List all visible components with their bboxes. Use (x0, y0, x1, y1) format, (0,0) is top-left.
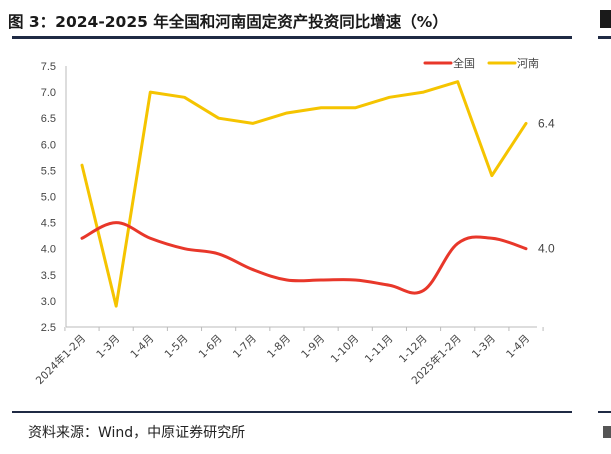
x-tick-label: 1-8月 (265, 333, 293, 361)
y-tick-label: 7.5 (41, 61, 56, 73)
title-divider-adjacent (598, 36, 611, 39)
y-tick-label: 5.5 (41, 165, 56, 177)
x-tick-label: 1-3月 (94, 333, 122, 361)
x-tick-label: 2024年1-2月 (33, 332, 88, 387)
y-tick-label: 7.0 (41, 87, 56, 99)
x-tick-label: 1-11月 (363, 333, 396, 366)
x-tick-label: 1-9月 (299, 333, 327, 361)
series-line-全国 (80, 221, 528, 295)
y-tick-label: 5.0 (41, 192, 56, 204)
y-tick-label: 3.0 (41, 296, 56, 308)
y-tick-label: 4.5 (41, 218, 56, 230)
y-tick-label: 2.5 (41, 322, 56, 334)
x-tick-label: 1-6月 (197, 333, 225, 361)
series-layer (80, 80, 528, 308)
legend: 全国 河南 (423, 56, 539, 70)
x-axis: 2024年1-2月 1-3月 1-4月 1-5月 1-6月 1-7月 1-8月 1-9月 1-1… (33, 326, 544, 387)
source-note: 资料来源：Wind，中原证券研究所 (28, 425, 246, 441)
y-tick-label: 3.5 (41, 270, 56, 282)
y-axis: 2.5 3.0 3.5 4.0 4.5 5.0 5.5 6.0 6.5 7.0 7.5 (41, 61, 67, 334)
y-tick-label: 4.0 (41, 244, 56, 256)
footer-divider-adjacent (598, 411, 611, 413)
footer-divider (12, 411, 572, 413)
end-value-label: 6.4 (538, 116, 555, 130)
adjacent-figure-fragment (600, 10, 611, 28)
x-tick-label: 1-10月 (329, 333, 362, 366)
y-tick-label: 6.5 (41, 113, 56, 125)
legend-label: 全国 (453, 56, 475, 70)
legend-label: 河南 (517, 57, 539, 70)
title-divider (12, 36, 572, 39)
series-line-河南 (80, 80, 528, 308)
y-tick-label: 6.0 (41, 139, 56, 151)
x-tick-label: 1-4月 (504, 333, 532, 361)
x-tick-label: 1-3月 (470, 333, 498, 361)
adjacent-source-fragment (603, 426, 611, 438)
end-value-label: 4.0 (538, 242, 555, 256)
x-tick-label: 1-7月 (231, 333, 259, 361)
chart-title: 图 3：2024-2025 年全国和河南固定资产投资同比增速（%） (8, 13, 448, 31)
x-tick-label: 1-4月 (128, 333, 156, 361)
x-tick-label: 1-5月 (163, 333, 191, 361)
x-tick-label: 1-12月 (397, 333, 430, 366)
end-labels: 4.0 6.4 (538, 116, 555, 255)
